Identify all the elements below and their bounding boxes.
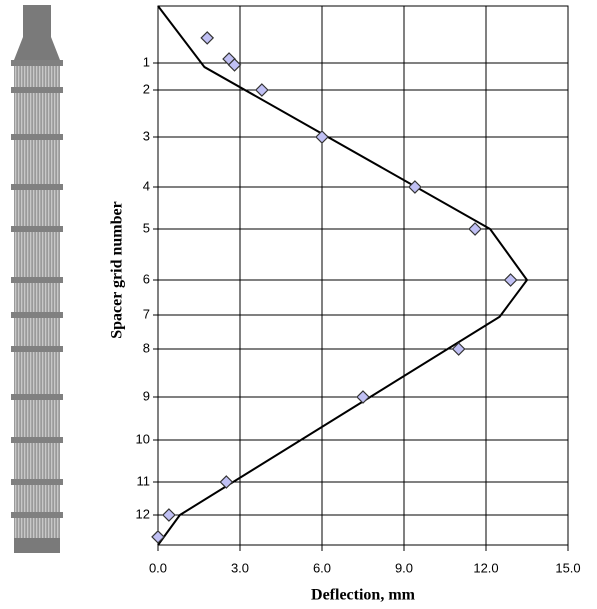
spacer-band: [11, 184, 63, 190]
marker: [162, 508, 176, 522]
x-tick-label: 15.0: [555, 560, 580, 575]
marker: [468, 222, 482, 236]
spacer-band: [11, 277, 63, 283]
y-tick-label: 12: [136, 506, 150, 521]
marker: [451, 342, 466, 356]
y-tick-label: 8: [143, 340, 150, 355]
plot-frame: [157, 5, 569, 546]
x-tick-label: 0.0: [149, 560, 167, 575]
y-tick-label: 9: [143, 388, 150, 403]
marker: [503, 273, 518, 287]
spacer-band: [11, 512, 63, 518]
spacer-band: [11, 134, 63, 140]
y-tick-label: 7: [143, 306, 150, 321]
y-tick-label: 2: [143, 81, 150, 96]
y-axis-title: Spacer grid number: [109, 201, 126, 338]
marker: [219, 475, 234, 489]
spacer-band: [11, 226, 63, 232]
spacer-band: [11, 346, 63, 352]
x-tick-label: 3.0: [231, 560, 249, 575]
y-tick-label: 6: [143, 271, 150, 286]
marker: [200, 31, 215, 45]
x-tick-label: 9.0: [395, 560, 413, 575]
y-tick-label: 1: [143, 54, 150, 69]
y-tick-label: 5: [143, 220, 150, 235]
marker: [151, 530, 165, 544]
y-tick-label: 11: [137, 473, 151, 488]
y-tick-label: 3: [143, 128, 150, 143]
spacer-band: [11, 437, 63, 443]
marker: [408, 180, 422, 194]
y-tick-label: 10: [136, 431, 150, 446]
y-tick-label: 4: [143, 178, 150, 193]
fuel-assembly: [11, 5, 63, 553]
spacer-band: [11, 479, 63, 485]
x-tick-label: 12.0: [473, 560, 498, 575]
marker: [315, 130, 329, 144]
spacer-band: [11, 312, 63, 318]
spacer-band: [11, 60, 63, 66]
spacer-band: [11, 87, 63, 93]
marker: [356, 390, 370, 404]
x-tick-label: 6.0: [313, 560, 331, 575]
marker: [255, 83, 269, 97]
marker: [227, 58, 242, 72]
spacer-band: [11, 394, 63, 400]
curve: [157, 5, 529, 546]
x-axis-title: Deflection, mm: [311, 587, 416, 604]
